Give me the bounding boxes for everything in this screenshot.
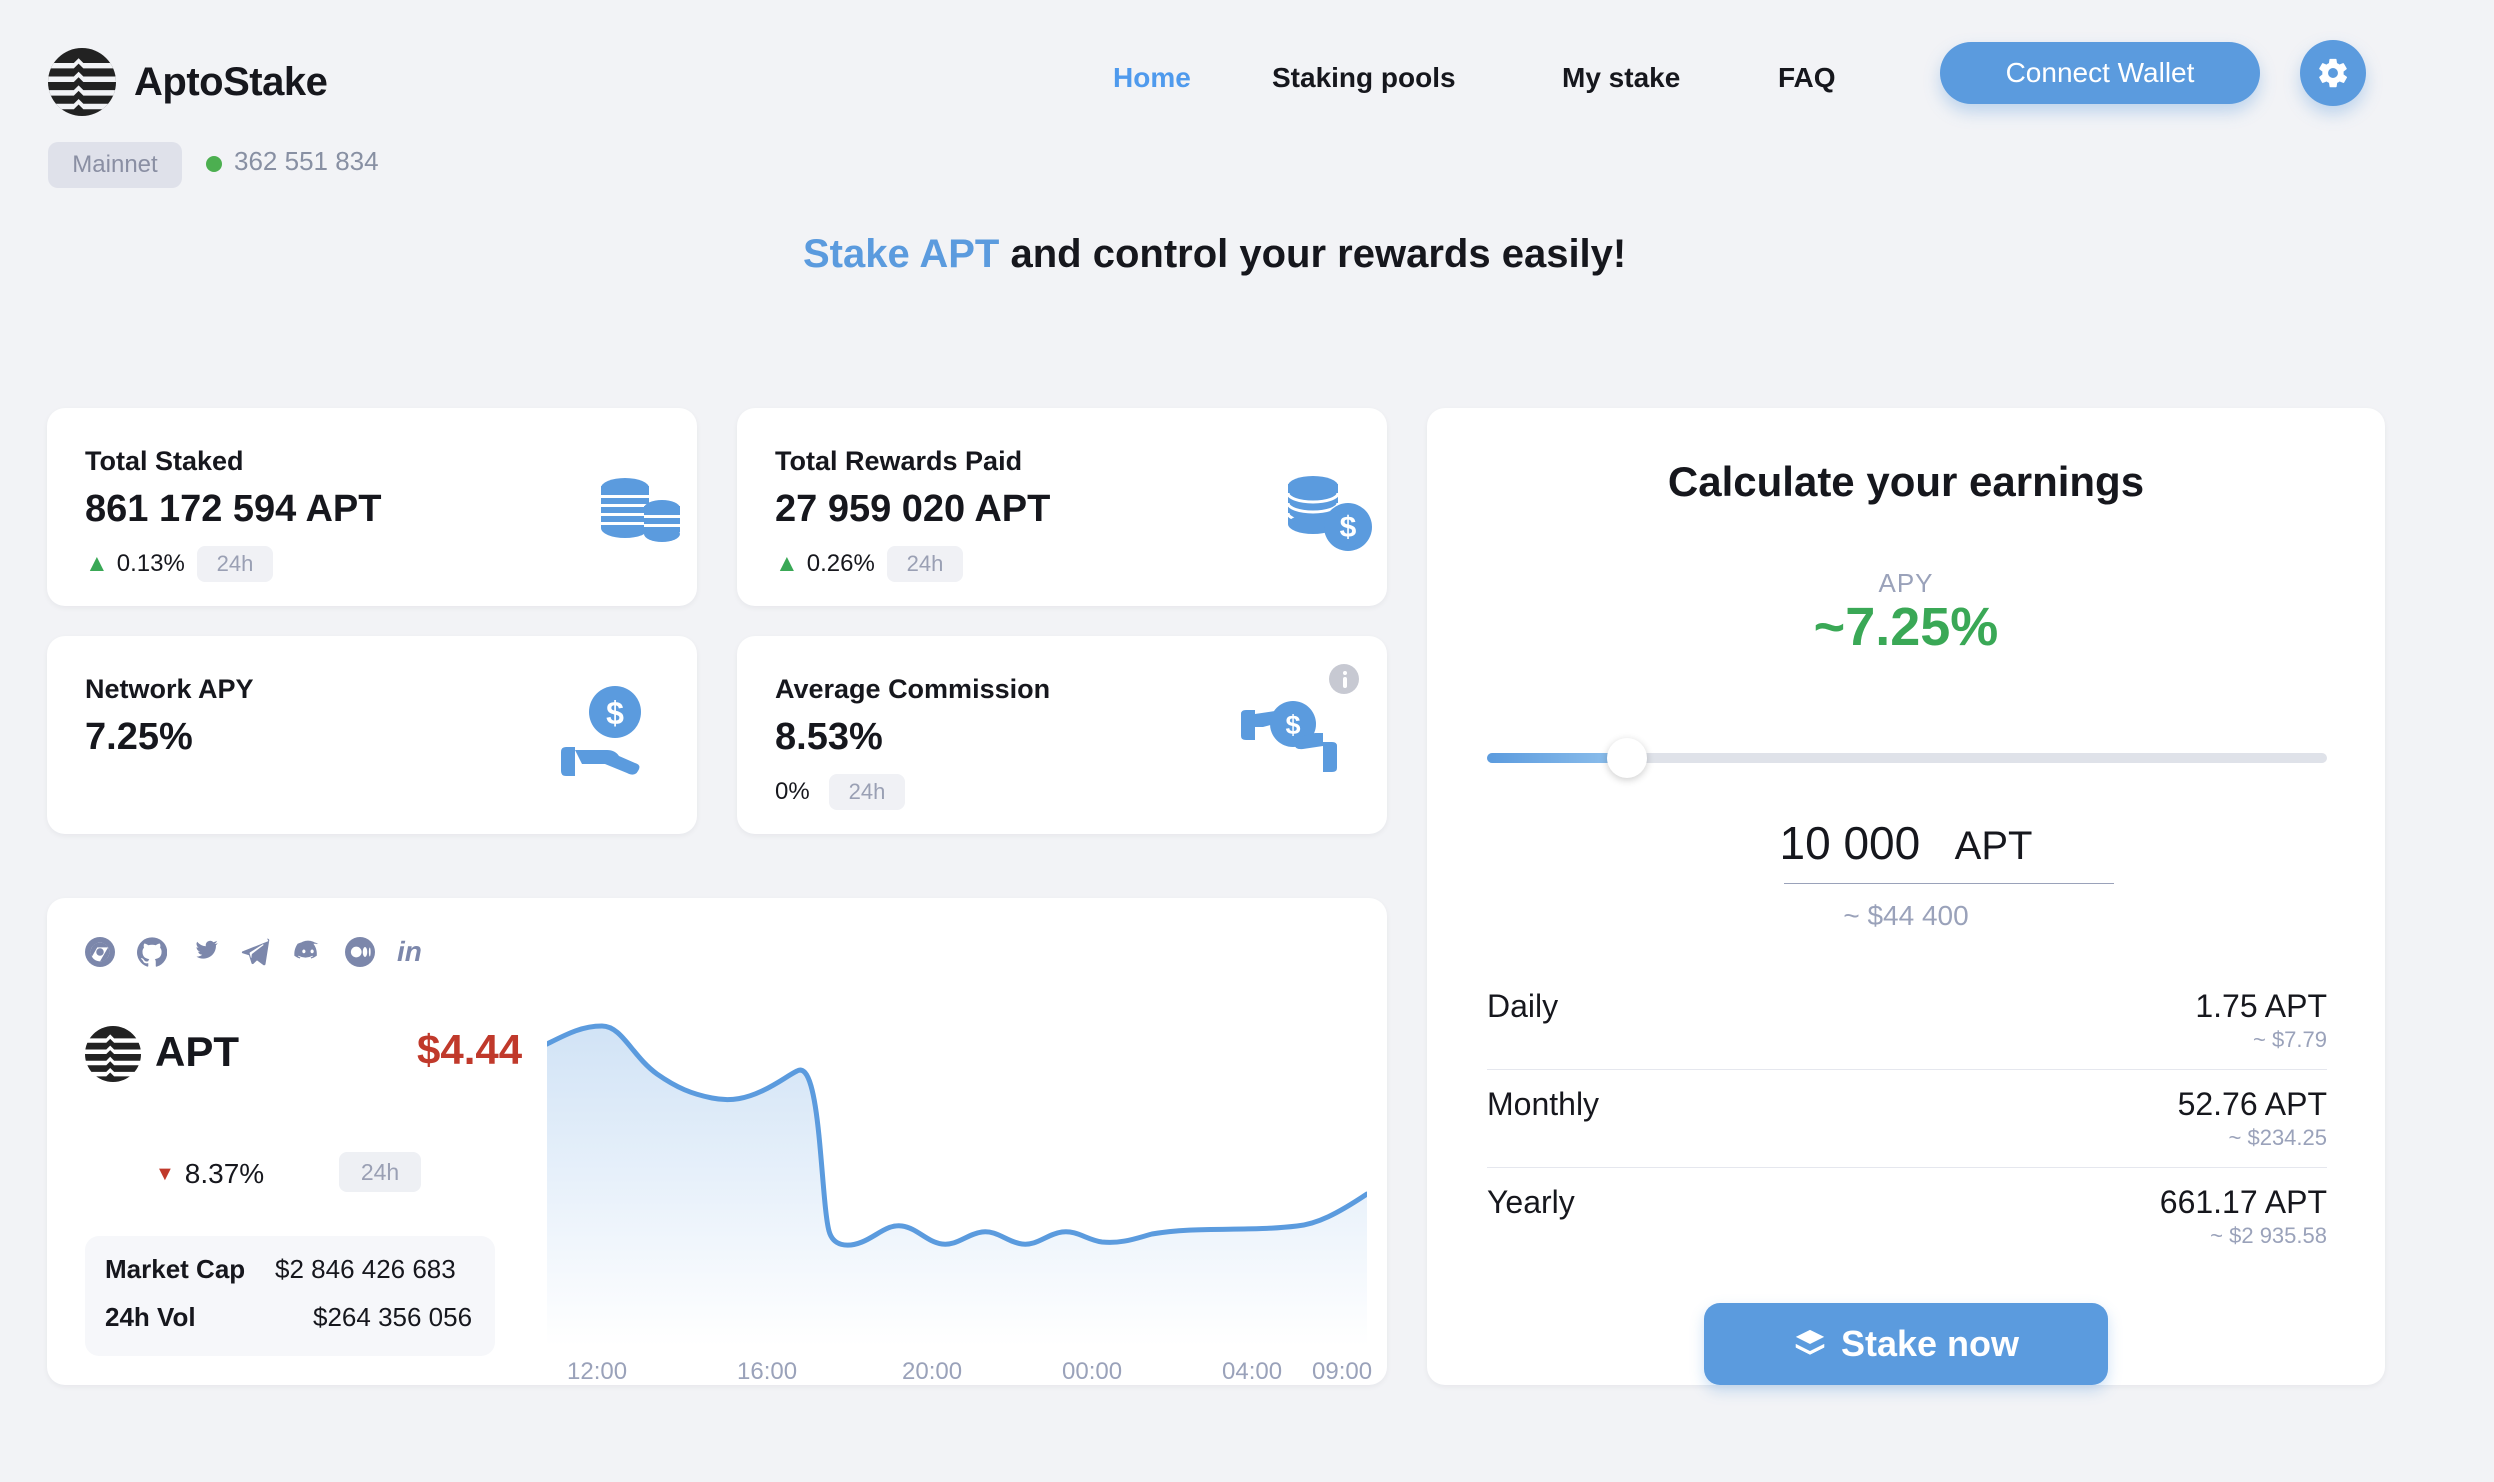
svg-text:$: $ xyxy=(1340,511,1357,544)
svg-text:$: $ xyxy=(1285,710,1300,740)
svg-text:$: $ xyxy=(606,695,624,731)
